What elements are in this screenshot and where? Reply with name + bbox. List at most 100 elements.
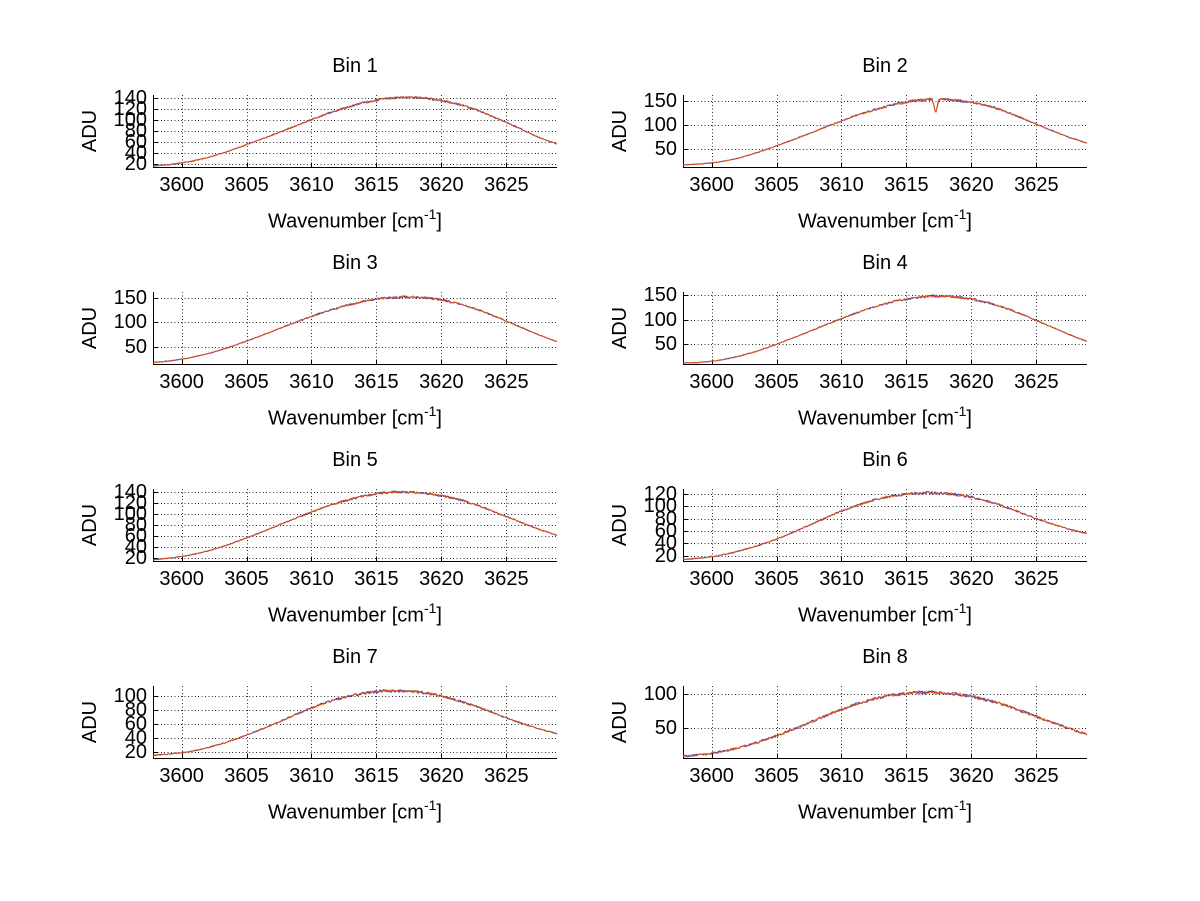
x-tick-label: 3605 [754, 765, 799, 787]
y-tick-label: 80 [124, 698, 147, 721]
y-tick-label: 50 [654, 333, 677, 356]
subplot-bin-7: Bin 7 ADU 20 40 60 80 100 3600 3605 3610 3615 3620 3… [0, 641, 600, 838]
plot-title: Bin 1 [332, 55, 378, 77]
x-axis-label-exponent: -1 [953, 797, 967, 813]
y-tick-label: 120 [643, 482, 677, 505]
x-tick-label: 3605 [224, 765, 269, 787]
x-axis-label-exponent: -1 [953, 403, 967, 419]
x-axis-label-text: Wavenumber [cm [268, 604, 424, 627]
plot-title: Bin 3 [332, 252, 378, 274]
x-tick-label: 3610 [289, 765, 334, 787]
subplot-bin-5: Bin 5 ADU 20 40 60 80 100 120 140 3600 3605 3610 361… [0, 444, 600, 641]
y-tick-label: 100 [113, 684, 147, 707]
y-tick-label: 100 [643, 308, 677, 331]
y-tick-label: 100 [643, 495, 677, 518]
y-tick-label: 60 [654, 520, 677, 543]
y-tick-label: 100 [113, 109, 147, 132]
x-tick-label: 3605 [224, 371, 269, 393]
x-axis-label: Wavenumber [cm-1] [683, 202, 1087, 235]
x-axis-label-exponent: -1 [953, 206, 967, 222]
y-tick-label: 150 [643, 89, 677, 112]
subplot-bin-6: Bin 6 ADU 20 40 60 80 100 120 3600 3605 3610 3615 36… [530, 444, 1130, 641]
x-tick-label: 3620 [949, 568, 994, 590]
y-tick-label: 140 [113, 87, 147, 110]
x-tick-label: 3600 [689, 174, 734, 196]
x-tick-label: 3620 [949, 174, 994, 196]
x-axis-label-close-bracket: ] [436, 801, 442, 824]
x-tick-label: 3620 [419, 765, 464, 787]
y-tick-label: 80 [124, 513, 147, 536]
x-axis-label: Wavenumber [cm-1] [153, 793, 557, 826]
x-axis-label-close-bracket: ] [966, 407, 972, 430]
y-tick-label: 80 [124, 119, 147, 142]
x-axis-label-text: Wavenumber [cm [268, 407, 424, 430]
y-tick-label: 140 [113, 481, 147, 504]
x-tick-label: 3625 [484, 568, 529, 590]
y-tick-label: 40 [654, 532, 677, 555]
x-tick-label: 3615 [354, 371, 399, 393]
x-axis-label-close-bracket: ] [966, 604, 972, 627]
x-tick-label: 3615 [884, 174, 929, 196]
subplot-bin-4: Bin 4 ADU 50 100 150 3600 3605 3610 3615 3620 3625… [530, 247, 1130, 444]
y-tick-label: 150 [643, 283, 677, 306]
x-tick-label: 3615 [884, 765, 929, 787]
x-tick-label: 3625 [484, 371, 529, 393]
x-tick-label: 3610 [819, 371, 864, 393]
x-axis-label-close-bracket: ] [436, 210, 442, 233]
y-tick-label: 60 [124, 712, 147, 735]
trace-primary-red [682, 294, 1088, 364]
y-tick-label: 20 [654, 544, 677, 567]
x-tick-label: 3600 [689, 568, 734, 590]
x-tick-label: 3605 [754, 568, 799, 590]
x-tick-label: 3620 [419, 568, 464, 590]
plot-title: Bin 8 [862, 646, 908, 668]
x-tick-label: 3605 [224, 174, 269, 196]
x-tick-label: 3600 [159, 174, 204, 196]
y-tick-label: 120 [113, 98, 147, 121]
y-tick-label: 60 [124, 524, 147, 547]
trace-primary-red [152, 490, 558, 561]
y-tick-label: 100 [113, 503, 147, 526]
trace-secondary-blue [152, 295, 558, 364]
x-axis-label-text: Wavenumber [cm [798, 407, 954, 430]
y-tick-label: 120 [113, 492, 147, 515]
y-tick-label: 40 [124, 535, 147, 558]
y-tick-label: 80 [654, 507, 677, 530]
x-axis-label-text: Wavenumber [cm [798, 210, 954, 233]
x-axis-label: Wavenumber [cm-1] [153, 596, 557, 629]
x-tick-label: 3625 [1014, 371, 1059, 393]
x-axis-label-close-bracket: ] [966, 210, 972, 233]
x-tick-label: 3625 [1014, 765, 1059, 787]
subplot-bin-8: Bin 8 ADU 50 100 3600 3605 3610 3615 3620 3625 Wav… [530, 641, 1130, 838]
x-axis-label-exponent: -1 [423, 403, 437, 419]
x-tick-label: 3620 [419, 371, 464, 393]
plot-area-bin-4 [682, 292, 1088, 365]
x-axis-label-close-bracket: ] [436, 604, 442, 627]
x-tick-label: 3610 [289, 568, 334, 590]
subplot-bin-1: Bin 1 ADU 20 40 60 80 100 120 140 3600 3605 3610 361… [0, 50, 600, 247]
plot-area-bin-6 [682, 489, 1088, 562]
x-tick-label: 3610 [289, 174, 334, 196]
x-tick-label: 3605 [754, 174, 799, 196]
x-axis-label-exponent: -1 [423, 206, 437, 222]
x-tick-label: 3615 [884, 568, 929, 590]
x-tick-label: 3600 [159, 568, 204, 590]
plot-title: Bin 5 [332, 449, 378, 471]
x-tick-label: 3625 [1014, 568, 1059, 590]
x-tick-label: 3615 [354, 174, 399, 196]
y-tick-label: 50 [654, 137, 677, 160]
plot-title: Bin 7 [332, 646, 378, 668]
x-tick-label: 3620 [949, 765, 994, 787]
x-axis-label-close-bracket: ] [966, 801, 972, 824]
x-axis-label: Wavenumber [cm-1] [683, 596, 1087, 629]
y-tick-label: 50 [654, 717, 677, 740]
x-axis-label: Wavenumber [cm-1] [153, 399, 557, 432]
x-axis-label-text: Wavenumber [cm [268, 801, 424, 824]
x-tick-label: 3605 [224, 568, 269, 590]
x-axis-label-exponent: -1 [423, 797, 437, 813]
trace-primary-red [152, 689, 558, 757]
y-tick-label: 20 [124, 152, 147, 175]
x-tick-label: 3610 [819, 568, 864, 590]
subplot-bin-2: Bin 2 ADU 50 100 150 3600 3605 3610 3615 3620 3625… [530, 50, 1130, 247]
